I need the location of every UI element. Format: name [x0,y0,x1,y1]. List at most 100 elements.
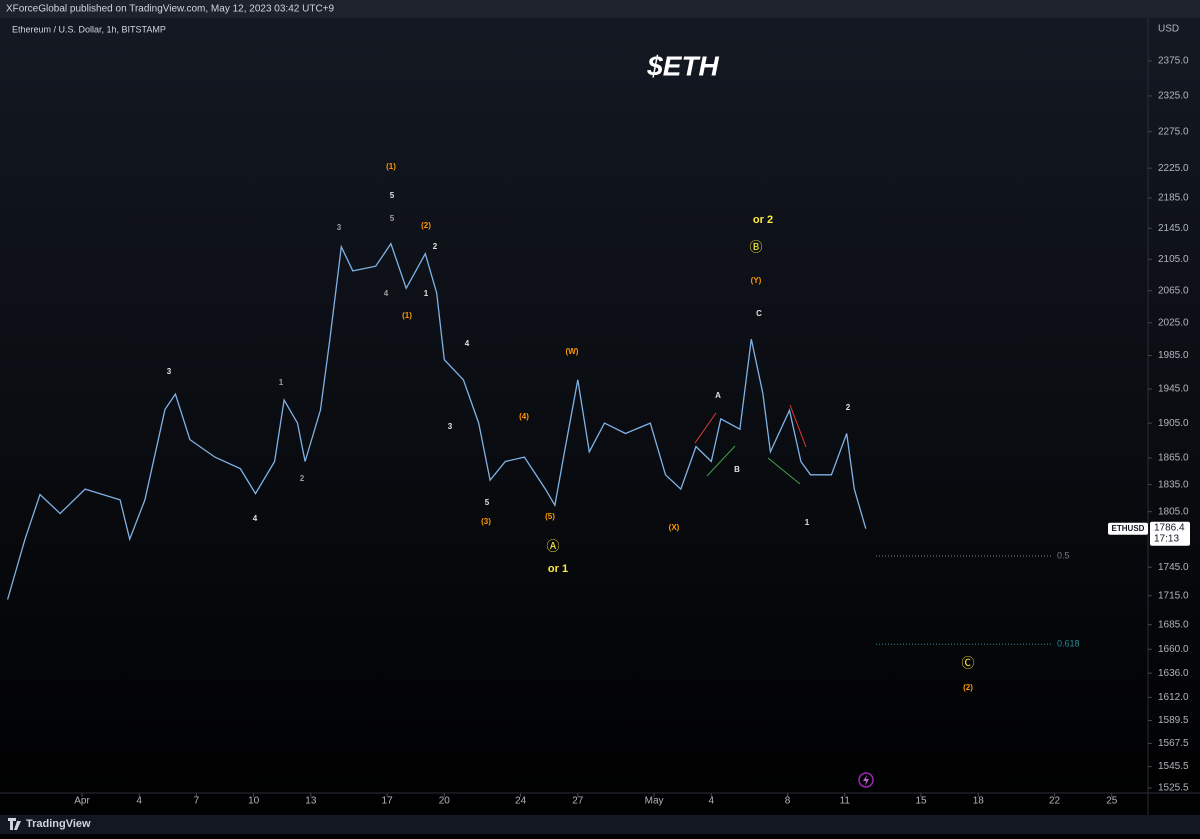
wave-label: 5 [485,498,490,507]
price-tag: 1786.4 [1154,522,1185,533]
y-tick-label: 1805.0 [1158,506,1189,517]
wave-label: (1) [386,162,396,171]
y-tick-label: 1567.5 [1158,738,1189,749]
wave-label: C [756,309,762,318]
wave-label: 2 [300,474,305,483]
x-tick-label: 17 [382,796,394,807]
fib-level-label: 0.5 [1057,550,1070,560]
wave-label: Ⓑ [749,239,762,254]
y-tick-label: 2325.0 [1158,91,1189,102]
wave-label: 1 [424,289,429,298]
x-tick-label: 13 [305,796,317,807]
wave-label: or 2 [753,214,773,226]
y-tick-label: 2145.0 [1158,223,1189,234]
y-tick-label: 2375.0 [1158,56,1189,67]
price-line [6,242,867,600]
wave-label: (W) [566,347,579,356]
y-tick-label: 2225.0 [1158,163,1189,174]
wave-label: (2) [963,683,973,692]
y-tick-label: 1865.0 [1158,453,1189,464]
x-tick-label: 11 [840,796,851,807]
x-tick-label: 18 [973,796,985,807]
footer-brand: TradingView [26,818,91,830]
wave-label: (X) [669,523,680,532]
x-tick-label: 24 [515,796,527,807]
y-tick-label: 1636.0 [1158,668,1189,679]
wave-label: 3 [167,367,172,376]
wave-label: 4 [465,339,470,348]
wave-label: Ⓐ [546,538,559,553]
chart-title: $ETH [646,50,719,81]
x-tick-label: 7 [194,796,200,807]
footer-bar [0,815,1200,834]
x-tick-label: 20 [439,796,451,807]
symbol-info: Ethereum / U.S. Dollar, 1h, BITSTAMP [12,24,166,34]
x-tick-label: 8 [785,796,791,807]
wave-label: (5) [545,512,555,521]
top-bar [0,0,1200,18]
wave-label: 1 [805,518,810,527]
wave-label: (Y) [751,276,762,285]
y-tick-label: 1525.5 [1158,783,1189,794]
wave-label: A [715,391,721,400]
wave-label: 2 [433,242,438,251]
x-tick-label: 4 [709,796,715,807]
y-tick-label: 1545.5 [1158,761,1189,772]
published-line: XForceGlobal published on TradingView.co… [6,4,335,15]
alert-icon[interactable] [858,772,874,788]
x-tick-label: 25 [1106,796,1118,807]
y-tick-label: 1945.0 [1158,384,1189,395]
wave-label: B [734,465,740,474]
y-tick-label: 2185.0 [1158,193,1189,204]
wave-label: 2 [846,403,851,412]
wave-label: (2) [421,221,431,230]
wave-label: or 1 [548,563,568,575]
x-tick-label: 10 [248,796,260,807]
x-tick-label: 27 [572,796,584,807]
wave-label: (4) [519,412,529,421]
fib-level-label: 0.618 [1057,639,1080,649]
wave-label: 1 [279,378,284,387]
countdown: 17:13 [1154,533,1179,544]
y-tick-label: 1745.0 [1158,562,1189,573]
symbol-tag-bg [1108,522,1148,535]
wave-label: 4 [384,289,389,298]
wave-label: 4 [253,514,258,523]
trend-line [706,445,736,477]
alert-bolt [863,775,869,786]
wave-label: (1) [402,311,412,320]
x-tick-label: 4 [136,796,142,807]
y-tick-label: 1660.0 [1158,644,1189,655]
currency: USD [1158,24,1179,35]
y-tick-label: 1905.0 [1158,418,1189,429]
y-tick-label: 1685.0 [1158,619,1189,630]
x-tick-label: 22 [1049,796,1061,807]
wave-label: 3 [448,422,453,431]
wave-label: 5 [390,214,395,223]
y-tick-label: 1612.0 [1158,692,1189,703]
x-tick-label: 15 [916,796,928,807]
y-tick-label: 1985.0 [1158,350,1189,361]
y-tick-label: 2065.0 [1158,285,1189,296]
trend-line [767,457,801,485]
y-tick-label: 1835.0 [1158,479,1189,490]
footer-logo [8,818,21,830]
y-tick-label: 2275.0 [1158,126,1189,137]
y-tick-label: 2025.0 [1158,317,1189,328]
x-tick-label: Apr [74,796,90,807]
y-tick-label: 2105.0 [1158,254,1189,265]
price-tag-bg [1150,521,1190,546]
wave-label: (3) [481,517,491,526]
trend-line [789,404,807,448]
wave-label: 5 [390,191,395,200]
symbol-tag: ETHUSD [1112,524,1145,533]
trend-line [694,412,717,444]
y-tick-label: 1589.5 [1158,715,1189,726]
y-tick-label: 1715.0 [1158,590,1189,601]
wave-label: Ⓒ [961,655,974,670]
x-tick-label: May [645,796,664,807]
wave-label: 3 [337,223,342,232]
